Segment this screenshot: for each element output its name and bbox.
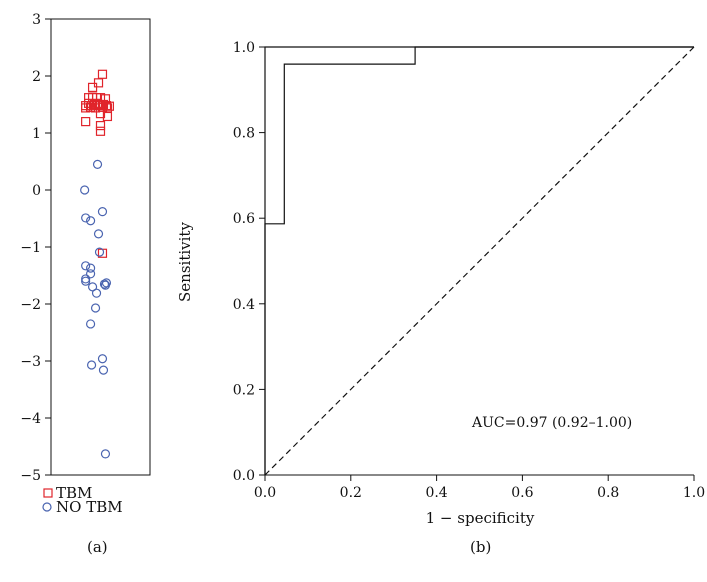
tbm-point bbox=[81, 116, 91, 127]
no-tbm-point bbox=[98, 365, 109, 375]
panel-b-axes: 0.0 0.2 0.4 0.6 0.8 1.0 0.0 0.2 0.4 0.6 0.8 1.0 bbox=[233, 40, 705, 501]
tbm-point bbox=[95, 120, 106, 131]
y-tick-label: 0 bbox=[32, 183, 41, 199]
y-tick-label: 2 bbox=[32, 69, 41, 85]
no-tbm-point bbox=[86, 360, 97, 370]
no-tbm-point bbox=[85, 269, 96, 279]
no-tbm-point bbox=[81, 213, 91, 223]
no-tbm-point bbox=[97, 207, 108, 217]
y-tick-label: 0.0 bbox=[233, 468, 255, 484]
x-tick-label: 0.2 bbox=[340, 485, 362, 501]
y-tick-label: 1 bbox=[32, 126, 41, 142]
no-tbm-point bbox=[101, 278, 112, 288]
panel-a-label: (a) bbox=[87, 538, 108, 556]
tbm-point bbox=[95, 109, 106, 119]
legend-no-tbm-label: NO TBM bbox=[56, 498, 123, 516]
no-tbm-point bbox=[85, 319, 96, 329]
y-tick-label: 0.2 bbox=[233, 382, 255, 398]
panel-b-label: (b) bbox=[470, 538, 491, 556]
no-tbm-point bbox=[99, 279, 110, 289]
legend-tbm-label: TBM bbox=[56, 484, 92, 502]
no-tbm-point bbox=[85, 263, 96, 273]
y-axis-title: Sensitivity bbox=[176, 222, 194, 302]
no-tbm-point bbox=[80, 185, 90, 195]
tbm-point bbox=[81, 103, 91, 113]
y-tick-label: −3 bbox=[20, 354, 41, 370]
panel-b: 0.0 0.2 0.4 0.6 0.8 1.0 0.0 0.2 0.4 0.6 0.8 1.0 1 −… bbox=[176, 40, 705, 556]
tbm-point bbox=[102, 111, 113, 122]
x-tick-label: 0.8 bbox=[597, 485, 619, 501]
legend: TBM NO TBM bbox=[42, 484, 123, 516]
no-tbm-point bbox=[85, 216, 96, 226]
tbm-point bbox=[87, 82, 98, 93]
no-tbm-point bbox=[81, 276, 91, 286]
y-tick-label: 3 bbox=[32, 12, 41, 28]
no-tbm-point bbox=[92, 159, 103, 169]
no-tbm-point bbox=[94, 247, 105, 257]
y-tick-label: 1.0 bbox=[233, 40, 255, 56]
tbm-point bbox=[95, 126, 106, 136]
x-tick-label: 1.0 bbox=[683, 485, 705, 501]
tbm-point bbox=[90, 103, 101, 113]
y-tick-label: 0.8 bbox=[233, 126, 255, 142]
no-tbm-point bbox=[97, 354, 108, 364]
y-tick-label: −4 bbox=[20, 411, 41, 427]
no-tbm-point bbox=[100, 449, 111, 459]
tbm-point bbox=[97, 69, 108, 79]
reference-diagonal-line bbox=[264, 46, 695, 476]
y-tick-label: −2 bbox=[20, 297, 41, 313]
no-tbm-point bbox=[91, 288, 102, 298]
no-tbm-point bbox=[90, 303, 101, 313]
legend-tbm-marker bbox=[43, 488, 53, 498]
no-tbm-point bbox=[81, 274, 91, 284]
x-tick-label: 0.0 bbox=[254, 485, 276, 501]
x-axis-title: 1 − specificity bbox=[426, 509, 535, 527]
tbm-point bbox=[85, 102, 96, 112]
panel-b-lines bbox=[264, 46, 695, 476]
y-tick-label: −1 bbox=[20, 240, 41, 256]
no-tbm-point bbox=[81, 261, 91, 271]
tbm-point bbox=[97, 102, 108, 112]
tbm-point bbox=[104, 101, 115, 111]
roc-curve-line bbox=[264, 46, 694, 475]
y-tick-label: 0.4 bbox=[233, 297, 255, 313]
panel-a: 3 2 1 0 −1 −2 −3 −4 −5 TBM NO TBM (a) bbox=[20, 12, 151, 556]
legend-no-tbm-marker bbox=[42, 502, 52, 512]
y-tick-label: −5 bbox=[20, 468, 41, 484]
panel-a-points bbox=[80, 69, 115, 459]
y-tick-label: 0.6 bbox=[233, 211, 255, 227]
x-tick-label: 0.4 bbox=[425, 485, 447, 501]
auc-annotation: AUC=0.97 (0.92–1.00) bbox=[471, 415, 632, 431]
panel-a-y-axis: 3 2 1 0 −1 −2 −3 −4 −5 bbox=[20, 12, 51, 484]
x-tick-label: 0.6 bbox=[511, 485, 533, 501]
no-tbm-point bbox=[93, 229, 104, 239]
